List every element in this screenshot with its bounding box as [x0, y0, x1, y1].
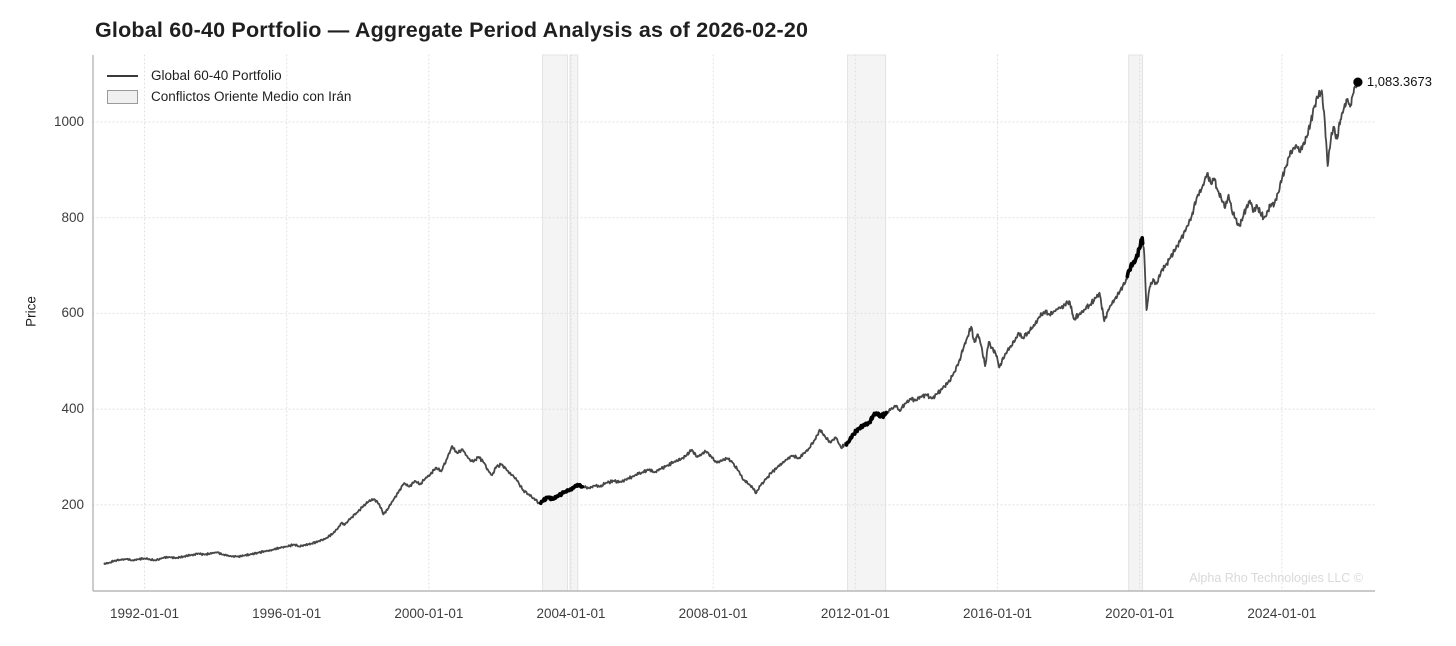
y-tick-label: 200: [61, 496, 84, 512]
y-tick-label: 1000: [53, 114, 84, 129]
price-line: [103, 80, 1359, 566]
x-tick-label: 2024-01-01: [1247, 606, 1317, 621]
x-tick-label: 1996-01-01: [252, 606, 322, 621]
conflict-highlight-segment: [1125, 236, 1145, 279]
y-tick-label: 600: [61, 305, 84, 321]
x-tick-label: 2008-01-01: [678, 606, 748, 621]
endpoint-marker-icon: [1353, 77, 1363, 87]
legend-label-conflicts: Conflictos Oriente Medio con Irán: [151, 89, 352, 104]
watermark: Alpha Rho Technologies LLC ©: [1189, 571, 1363, 585]
band-swatch-icon: [107, 89, 138, 104]
legend-label-portfolio: Global 60-40 Portfolio: [151, 68, 282, 83]
conflict-band: [1128, 54, 1144, 592]
y-tick-label: 400: [61, 401, 84, 417]
conflict-band: [542, 54, 568, 592]
legend-item-conflicts: Conflictos Oriente Medio con Irán: [107, 86, 351, 107]
x-tick-label: 2020-01-01: [1105, 606, 1175, 621]
line-swatch-icon: [107, 74, 138, 77]
x-tick-label: 2004-01-01: [536, 606, 606, 621]
x-tick-label: 2012-01-01: [820, 606, 890, 621]
conflict-highlight-segment: [844, 410, 888, 447]
conflict-band: [847, 54, 887, 592]
conflict-highlight-segment: [539, 482, 585, 506]
legend: Global 60-40 Portfolio Conflictos Orient…: [107, 65, 351, 107]
chart-title: Global 60-40 Portfolio — Aggregate Perio…: [95, 18, 809, 42]
legend-item-portfolio: Global 60-40 Portfolio: [107, 65, 351, 86]
endpoint-annotation: 1,083.3673: [1366, 74, 1432, 90]
x-tick-label: 2000-01-01: [394, 606, 464, 621]
y-tick-label: 800: [61, 209, 84, 225]
x-tick-label: 2016-01-01: [963, 606, 1033, 621]
x-tick-label: 1992-01-01: [110, 606, 180, 621]
